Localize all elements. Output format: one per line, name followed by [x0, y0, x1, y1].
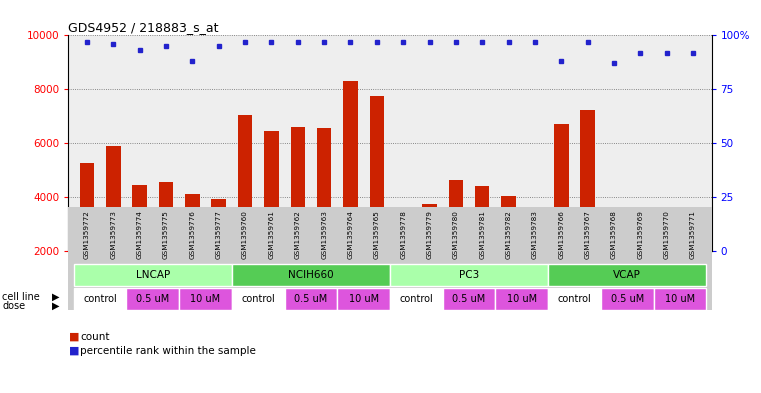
Text: dose: dose: [2, 301, 25, 311]
Bar: [74, 288, 126, 310]
Bar: [264, 131, 279, 305]
Text: ■: ■: [68, 332, 79, 342]
Text: 10 uM: 10 uM: [507, 294, 537, 304]
Bar: [660, 235, 674, 305]
Text: GSM1359764: GSM1359764: [348, 210, 353, 259]
Text: GSM1359777: GSM1359777: [215, 210, 221, 259]
Text: GSM1359760: GSM1359760: [242, 210, 248, 259]
Text: 0.5 uM: 0.5 uM: [610, 294, 644, 304]
Text: 10 uM: 10 uM: [665, 294, 695, 304]
Bar: [80, 163, 94, 305]
Bar: [238, 115, 253, 305]
Bar: [607, 250, 621, 305]
Text: GSM1359763: GSM1359763: [321, 210, 327, 259]
Text: NCIH660: NCIH660: [288, 270, 334, 280]
Bar: [212, 198, 226, 305]
Text: 0.5 uM: 0.5 uM: [136, 294, 170, 304]
Bar: [185, 195, 199, 305]
Text: GSM1359767: GSM1359767: [584, 210, 591, 259]
Bar: [527, 208, 542, 305]
Text: 0.5 uM: 0.5 uM: [453, 294, 486, 304]
Text: percentile rank within the sample: percentile rank within the sample: [80, 346, 256, 356]
Bar: [390, 288, 443, 310]
Text: control: control: [558, 294, 591, 304]
Text: PC3: PC3: [459, 270, 479, 280]
Bar: [654, 288, 706, 310]
Text: GSM1359775: GSM1359775: [163, 210, 169, 259]
Text: GSM1359779: GSM1359779: [427, 210, 432, 259]
Bar: [291, 127, 305, 305]
Text: GSM1359778: GSM1359778: [400, 210, 406, 259]
Bar: [232, 264, 390, 286]
Bar: [232, 288, 285, 310]
Text: 10 uM: 10 uM: [349, 294, 379, 304]
Bar: [581, 110, 595, 305]
Text: GSM1359782: GSM1359782: [505, 210, 511, 259]
Text: GSM1359766: GSM1359766: [559, 210, 565, 259]
Text: GSM1359774: GSM1359774: [137, 210, 142, 259]
Text: LNCAP: LNCAP: [135, 270, 170, 280]
Bar: [686, 239, 700, 305]
Text: GSM1359771: GSM1359771: [690, 210, 696, 259]
Bar: [343, 81, 358, 305]
Bar: [601, 288, 654, 310]
Text: 10 uM: 10 uM: [190, 294, 221, 304]
Bar: [554, 124, 568, 305]
Text: 0.5 uM: 0.5 uM: [295, 294, 327, 304]
Bar: [396, 208, 410, 305]
Bar: [106, 146, 120, 305]
Text: ■: ■: [68, 346, 79, 356]
Bar: [548, 288, 601, 310]
Text: GDS4952 / 218883_s_at: GDS4952 / 218883_s_at: [68, 21, 219, 34]
Text: count: count: [80, 332, 110, 342]
Text: GSM1359761: GSM1359761: [269, 210, 275, 259]
Bar: [443, 288, 495, 310]
Bar: [285, 288, 337, 310]
Text: cell line: cell line: [2, 292, 40, 302]
Text: ▶: ▶: [52, 301, 59, 311]
Text: GSM1359772: GSM1359772: [84, 210, 90, 259]
Text: GSM1359776: GSM1359776: [189, 210, 196, 259]
Bar: [475, 186, 489, 305]
Text: GSM1359769: GSM1359769: [638, 210, 643, 259]
Text: ▶: ▶: [52, 292, 59, 302]
Text: GSM1359773: GSM1359773: [110, 210, 116, 259]
Text: VCAP: VCAP: [613, 270, 641, 280]
Bar: [390, 264, 548, 286]
Bar: [126, 288, 179, 310]
Bar: [317, 129, 331, 305]
Bar: [74, 264, 232, 286]
Bar: [370, 96, 384, 305]
Bar: [495, 288, 548, 310]
Bar: [633, 241, 648, 305]
Bar: [132, 185, 147, 305]
Text: GSM1359781: GSM1359781: [479, 210, 486, 259]
Text: control: control: [241, 294, 275, 304]
Bar: [548, 264, 706, 286]
Text: GSM1359768: GSM1359768: [611, 210, 617, 259]
Bar: [501, 196, 516, 305]
Text: GSM1359762: GSM1359762: [295, 210, 301, 259]
Text: GSM1359765: GSM1359765: [374, 210, 380, 259]
Bar: [449, 180, 463, 305]
Bar: [337, 288, 390, 310]
Text: GSM1359770: GSM1359770: [664, 210, 670, 259]
Bar: [422, 204, 437, 305]
Text: GSM1359783: GSM1359783: [532, 210, 538, 259]
Text: control: control: [83, 294, 117, 304]
Text: control: control: [400, 294, 433, 304]
Bar: [179, 288, 232, 310]
Text: GSM1359780: GSM1359780: [453, 210, 459, 259]
Bar: [159, 182, 174, 305]
